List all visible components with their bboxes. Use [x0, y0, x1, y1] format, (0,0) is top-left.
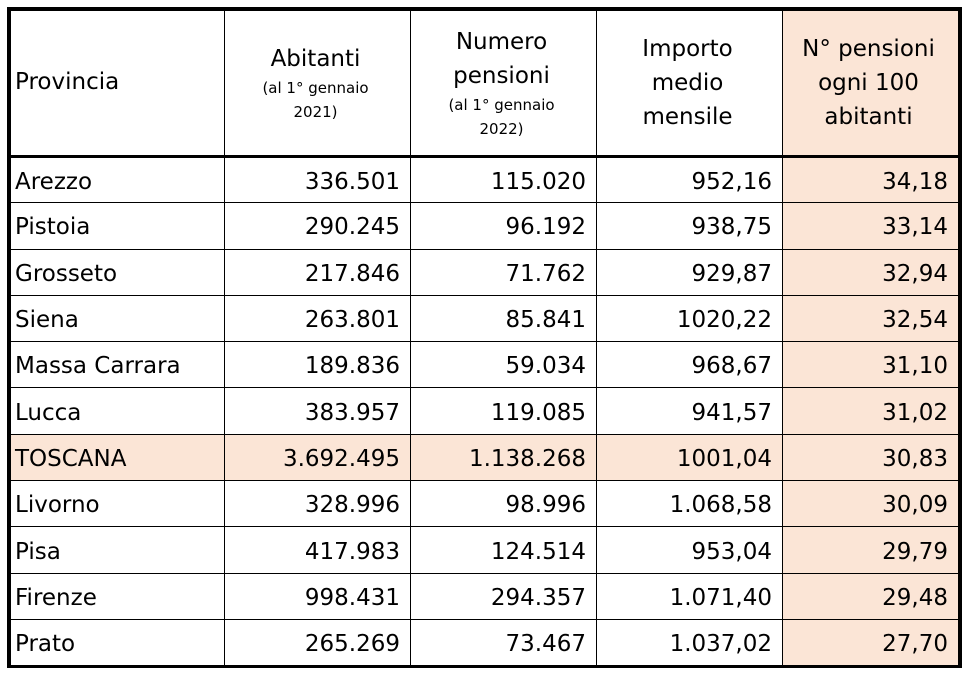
- table-row: Pistoia 290.245 96.192 938,75 33,14: [10, 202, 959, 250]
- cell-provincia: Pistoia: [10, 202, 225, 250]
- header-numero-pensioni: Numero pensioni (al 1° gennaio 2022): [410, 10, 597, 158]
- table-row: Siena 263.801 85.841 1020,22 32,54: [10, 294, 959, 343]
- table-row: Grosseto 217.846 71.762 929,87 32,94: [10, 248, 959, 296]
- table-row: Arezzo 336.501 115.020 952,16 34,18: [10, 155, 959, 204]
- cell-pensioni: 96.192: [410, 202, 597, 250]
- cell-abitanti: 217.846: [224, 248, 411, 296]
- cell-importo: 1.071,40: [596, 572, 783, 620]
- cell-importo: 968,67: [596, 341, 783, 389]
- header-pensioni-label-3: abitanti: [824, 104, 913, 130]
- cell-importo: 941,57: [596, 387, 783, 435]
- cell-ogni-100: 27,70: [782, 618, 959, 667]
- cell-abitanti: 189.836: [224, 341, 411, 389]
- header-numero-label-1: Numero: [455, 29, 548, 55]
- cell-pensioni: 59.034: [410, 341, 597, 389]
- header-importo: Importo medio mensile: [596, 10, 783, 158]
- cell-provincia: Pisa: [10, 526, 225, 574]
- cell-pensioni-total: 1.138.268: [410, 433, 597, 482]
- table-row: Firenze 998.431 294.357 1.071,40 29,48: [10, 572, 959, 620]
- table-row: Prato 265.269 73.467 1.037,02 27,70: [10, 618, 959, 667]
- cell-importo-total: 1001,04: [596, 433, 783, 482]
- cell-importo: 1.037,02: [596, 618, 783, 667]
- table-row-total: TOSCANA 3.692.495 1.138.268 1001,04 30,8…: [10, 433, 959, 482]
- cell-pensioni: 124.514: [410, 526, 597, 574]
- cell-abitanti: 328.996: [224, 480, 411, 528]
- cell-ogni-100: 32,94: [782, 248, 959, 296]
- cell-abitanti: 417.983: [224, 526, 411, 574]
- cell-ogni-100-total: 30,83: [782, 433, 959, 482]
- table-row: Livorno 328.996 98.996 1.068,58 30,09: [10, 480, 959, 528]
- cell-abitanti-total: 3.692.495: [224, 433, 411, 482]
- cell-ogni-100: 34,18: [782, 155, 959, 204]
- cell-provincia: Prato: [10, 618, 225, 667]
- cell-provincia: Livorno: [10, 480, 225, 528]
- cell-provincia: Lucca: [10, 387, 225, 435]
- cell-importo: 929,87: [596, 248, 783, 296]
- header-pensioni-label-1: N° pensioni: [802, 36, 935, 62]
- cell-pensioni: 71.762: [410, 248, 597, 296]
- header-abitanti: Abitanti (al 1° gennaio 2021): [224, 10, 411, 158]
- cell-ogni-100: 33,14: [782, 202, 959, 250]
- cell-ogni-100: 29,79: [782, 526, 959, 574]
- cell-provincia: Siena: [10, 294, 225, 343]
- cell-importo: 1.068,58: [596, 480, 783, 528]
- cell-pensioni: 85.841: [410, 294, 597, 343]
- cell-pensioni: 119.085: [410, 387, 597, 435]
- cell-ogni-100: 29,48: [782, 572, 959, 620]
- cell-abitanti: 998.431: [224, 572, 411, 620]
- cell-pensioni: 73.467: [410, 618, 597, 667]
- header-pensioni-label-2: ogni 100: [818, 70, 919, 96]
- cell-pensioni: 115.020: [410, 155, 597, 204]
- cell-abitanti: 336.501: [224, 155, 411, 204]
- header-provincia: Provincia: [10, 10, 225, 158]
- cell-provincia: Massa Carrara: [10, 341, 225, 389]
- cell-abitanti: 263.801: [224, 294, 411, 343]
- header-row: Provincia Abitanti (al 1° gennaio 2021) …: [10, 10, 959, 158]
- header-numero-sub1: (al 1° gennaio: [448, 96, 555, 114]
- header-abitanti-label: Abitanti: [270, 46, 361, 72]
- pension-table-frame: Provincia Abitanti (al 1° gennaio 2021) …: [7, 7, 962, 668]
- header-provincia-label: Provincia: [15, 69, 120, 96]
- table-row: Massa Carrara 189.836 59.034 968,67 31,1…: [10, 341, 959, 389]
- cell-provincia: Firenze: [10, 572, 225, 620]
- header-abitanti-sub1: (al 1° gennaio: [262, 79, 369, 97]
- cell-importo: 1020,22: [596, 294, 783, 343]
- cell-ogni-100: 31,10: [782, 341, 959, 389]
- cell-pensioni: 98.996: [410, 480, 597, 528]
- cell-ogni-100: 30,09: [782, 480, 959, 528]
- cell-pensioni: 294.357: [410, 572, 597, 620]
- table-row: Lucca 383.957 119.085 941,57 31,02: [10, 387, 959, 435]
- cell-abitanti: 265.269: [224, 618, 411, 667]
- cell-provincia: Grosseto: [10, 248, 225, 296]
- cell-importo: 952,16: [596, 155, 783, 204]
- table-row: Pisa 417.983 124.514 953,04 29,79: [10, 526, 959, 574]
- cell-provincia-total: TOSCANA: [10, 433, 225, 482]
- header-numero-sub2: 2022): [479, 120, 524, 138]
- cell-abitanti: 290.245: [224, 202, 411, 250]
- header-pensioni-ogni-100: N° pensioni ogni 100 abitanti: [782, 10, 959, 158]
- cell-abitanti: 383.957: [224, 387, 411, 435]
- header-numero-label-2: pensioni: [453, 63, 550, 89]
- cell-ogni-100: 31,02: [782, 387, 959, 435]
- header-importo-label-2: medio: [651, 70, 724, 96]
- cell-importo: 953,04: [596, 526, 783, 574]
- pension-table: Provincia Abitanti (al 1° gennaio 2021) …: [10, 10, 959, 667]
- header-abitanti-sub2: 2021): [293, 103, 338, 121]
- cell-ogni-100: 32,54: [782, 294, 959, 343]
- cell-importo: 938,75: [596, 202, 783, 250]
- header-importo-label-3: mensile: [642, 104, 733, 130]
- cell-provincia: Arezzo: [10, 155, 225, 204]
- header-importo-label-1: Importo: [642, 36, 733, 62]
